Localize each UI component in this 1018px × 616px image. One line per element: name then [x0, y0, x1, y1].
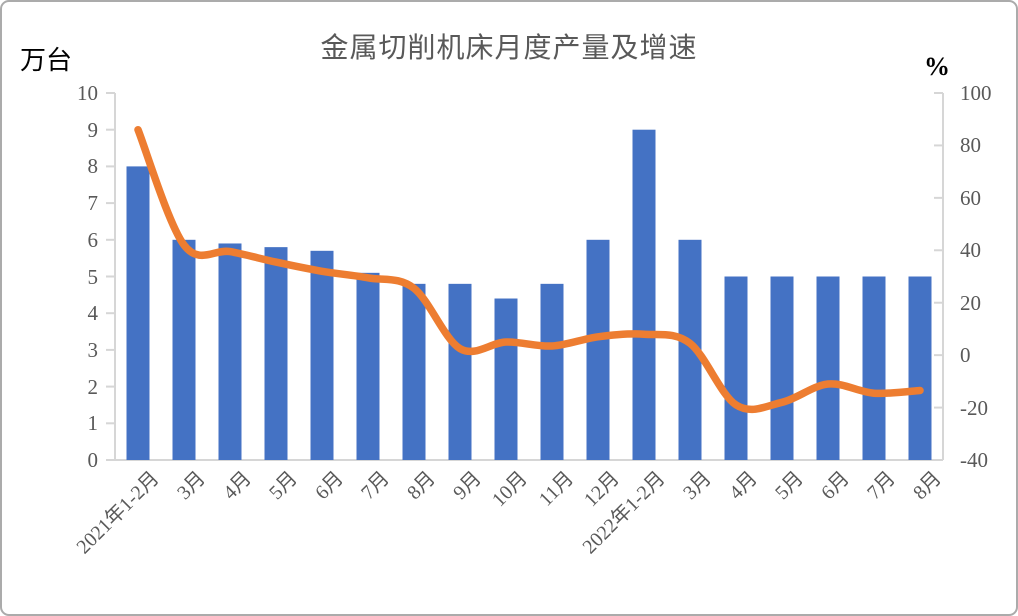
right-axis-tick-label: 80 — [960, 133, 981, 158]
production-bar — [540, 283, 564, 460]
left-axis-tick-label: 0 — [87, 448, 99, 472]
right-axis-tick-label: -20 — [960, 395, 988, 420]
right-axis-tick-label: 100 — [960, 81, 992, 105]
left-axis-tick-label: 8 — [87, 154, 99, 179]
right-axis-unit-label: % — [924, 52, 950, 81]
left-axis-tick-label: 1 — [87, 411, 99, 436]
right-axis-tick-label: -40 — [960, 448, 988, 472]
production-bar — [126, 166, 150, 460]
left-axis-tick-label: 4 — [87, 301, 99, 326]
right-axis-tick-label: 20 — [960, 290, 981, 315]
left-axis-tick-label: 7 — [87, 191, 99, 216]
left-axis-tick-label: 6 — [87, 227, 99, 252]
production-bar — [172, 239, 196, 460]
left-axis-tick-label: 5 — [87, 264, 99, 289]
production-bar — [264, 247, 288, 460]
production-bar — [586, 239, 610, 460]
chart-title: 金属切削机床月度产量及增速 — [320, 33, 698, 64]
production-bar — [678, 239, 702, 460]
right-axis-tick-label: 0 — [960, 343, 971, 368]
production-bar — [862, 276, 886, 460]
left-axis-tick-label: 3 — [87, 337, 99, 362]
left-axis-tick-label: 9 — [87, 117, 99, 142]
growth-rate-line — [134, 125, 924, 414]
left-axis-tick-label: 2 — [87, 374, 99, 399]
production-bar — [218, 243, 242, 460]
production-bar — [908, 276, 932, 460]
right-axis-tick-label: 40 — [960, 238, 981, 263]
right-axis-tick-label: 60 — [960, 185, 981, 210]
production-bar — [402, 283, 426, 460]
production-bar — [448, 283, 472, 460]
production-bar — [310, 250, 334, 460]
production-bar — [816, 276, 840, 460]
production-bar — [494, 298, 518, 460]
production-bar — [724, 276, 748, 460]
production-bar — [770, 276, 794, 460]
production-bar — [632, 129, 656, 460]
production-bar — [356, 272, 380, 460]
left-axis-unit-label: 万台 — [20, 46, 73, 75]
left-axis-tick-label: 10 — [77, 81, 98, 105]
